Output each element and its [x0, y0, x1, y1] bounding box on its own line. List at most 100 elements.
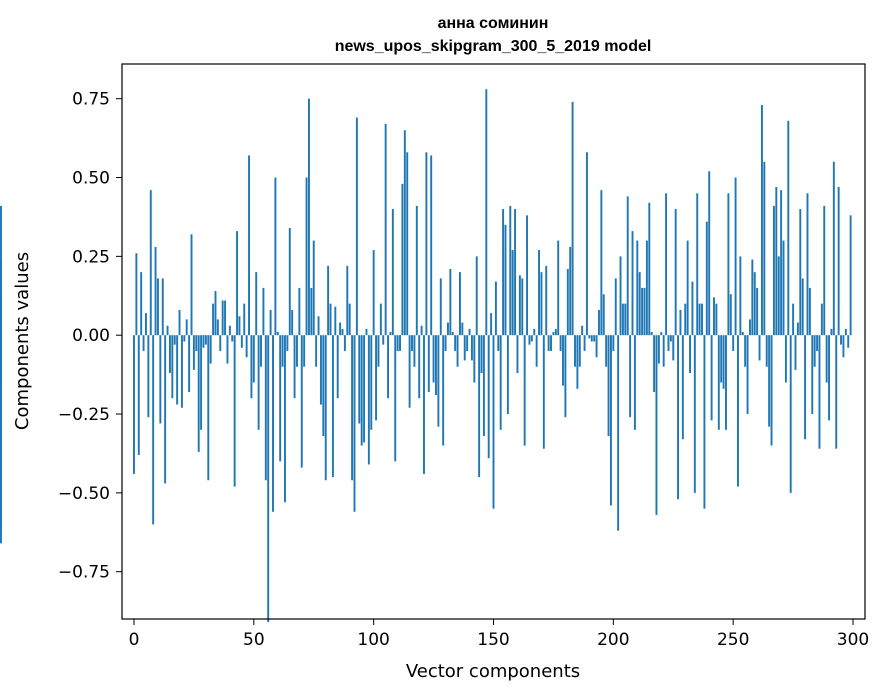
bar-126 [435, 335, 437, 396]
bar-159 [514, 209, 517, 336]
bar-6 [147, 335, 150, 418]
bar-182 [569, 246, 572, 336]
bar-161 [518, 275, 521, 336]
bar-158 [511, 250, 514, 336]
x-tick-label: 150 [477, 630, 509, 650]
bar-84 [334, 306, 337, 336]
bar-128 [439, 278, 442, 336]
bar-62 [281, 335, 284, 367]
bar-256 [746, 335, 749, 415]
bar-297 [844, 328, 847, 336]
bar-165 [528, 335, 531, 345]
bar-53 [260, 335, 262, 367]
bar-130 [444, 335, 447, 351]
bar-8 [152, 335, 155, 525]
bar-206 [626, 196, 629, 336]
bar-288 [823, 205, 826, 336]
bar-110 [396, 335, 399, 351]
bar-196 [602, 294, 605, 336]
bar-287 [820, 303, 823, 336]
y-tick-label: 0.00 [72, 326, 110, 346]
bar-278 [799, 209, 802, 336]
bar-90 [348, 303, 351, 336]
bar-70 [300, 335, 303, 468]
bar-undefined [0, 262, 2, 336]
bar-221 [662, 335, 665, 367]
bar-190 [588, 335, 591, 339]
bar-131 [447, 322, 449, 336]
bar-164 [526, 215, 529, 336]
bar-185 [576, 335, 579, 389]
y-tick-label: −0.50 [58, 484, 110, 504]
bar-264 [765, 335, 768, 367]
bar-50 [252, 335, 255, 383]
y-tick-label: 0.25 [72, 247, 110, 267]
bar-96 [363, 335, 366, 443]
bar-52 [257, 335, 260, 430]
bar-93 [355, 117, 358, 336]
bar-175 [552, 332, 555, 336]
bar-81 [327, 265, 330, 336]
bar-33 [212, 303, 215, 336]
bar-80 [324, 335, 327, 481]
bar-36 [219, 335, 222, 351]
bar-253 [739, 256, 742, 336]
bar-176 [554, 328, 557, 336]
bar-272 [784, 335, 787, 383]
y-tick-label: −0.25 [58, 405, 110, 425]
bar-252 [737, 335, 739, 487]
y-tick-label: 0.75 [72, 90, 110, 110]
bar-184 [574, 335, 576, 367]
bar-138 [463, 335, 466, 361]
bar-7 [149, 190, 152, 336]
bar-77 [317, 316, 320, 336]
bar-78 [319, 335, 322, 405]
bar-194 [598, 309, 600, 336]
bar-241 [710, 335, 713, 421]
bar-151 [494, 281, 497, 336]
bar-26 [195, 335, 198, 351]
bar-162 [521, 278, 524, 336]
bar-103 [379, 303, 382, 336]
bar-68 [296, 335, 298, 367]
bar-261 [758, 335, 761, 361]
bar-269 [777, 256, 780, 336]
bar-39 [226, 335, 229, 364]
bar-239 [705, 221, 708, 336]
bar-40 [228, 325, 231, 336]
bar-41 [231, 335, 234, 342]
bar-257 [749, 319, 751, 336]
bar-4 [142, 335, 145, 351]
bar-38 [224, 300, 227, 336]
bar-112 [401, 183, 404, 336]
bar-79 [322, 335, 325, 437]
bar-82 [329, 303, 332, 336]
bar-279 [801, 278, 804, 336]
bar-213 [643, 287, 646, 336]
bar-113 [403, 130, 406, 336]
bar-156 [506, 335, 509, 415]
bar-58 [272, 335, 274, 512]
bar-216 [650, 332, 653, 336]
bar-54 [262, 287, 265, 336]
bar-61 [279, 335, 282, 462]
bar-119 [418, 335, 421, 399]
bar-243 [715, 303, 718, 336]
bar-23 [188, 335, 191, 392]
bar-60 [276, 332, 279, 336]
bar-120 [420, 325, 423, 336]
bar-132 [449, 268, 452, 336]
bar-285 [816, 335, 819, 351]
bar-14 [166, 325, 169, 336]
bar-145 [480, 335, 483, 374]
bar-245 [720, 335, 723, 383]
bar-63 [284, 335, 286, 503]
bar-99 [370, 335, 373, 430]
bar-1 [135, 253, 138, 336]
bar-214 [645, 240, 648, 336]
bar-25 [192, 335, 195, 370]
bar-197 [605, 335, 608, 367]
bar-286 [818, 335, 821, 449]
bar-127 [437, 335, 440, 427]
